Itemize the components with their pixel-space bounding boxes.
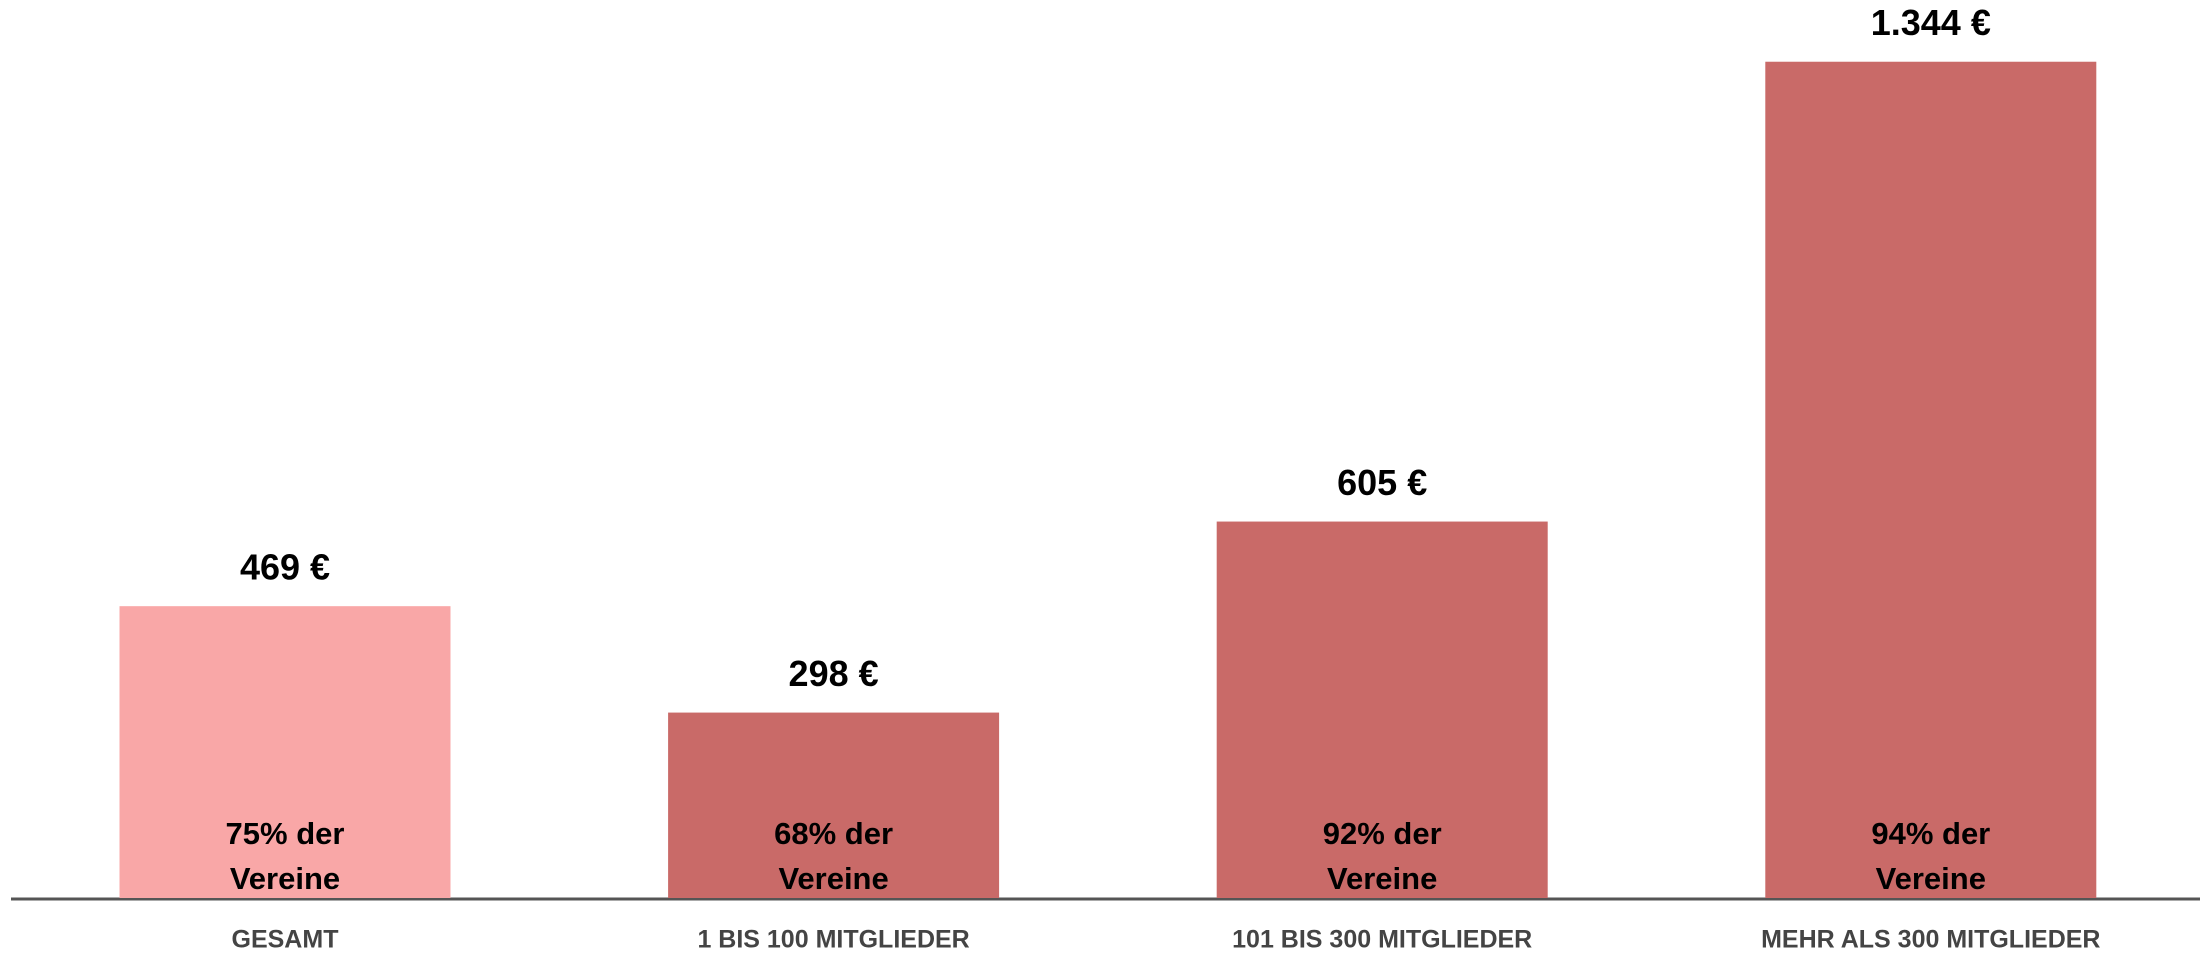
bar <box>119 606 451 898</box>
bar-note: Vereine <box>1876 861 1986 896</box>
bar-note: 92% der <box>1323 816 1442 851</box>
bar <box>1216 521 1548 898</box>
value-label: 1.344 € <box>1871 2 1991 43</box>
bar-note: 68% der <box>774 816 893 851</box>
x-tick-label: MEHR ALS 300 MITGLIEDER <box>1761 926 2100 954</box>
bar <box>1765 61 2097 898</box>
value-label: 298 € <box>789 653 879 694</box>
value-label: 469 € <box>240 547 330 588</box>
bar-note: Vereine <box>1327 861 1437 896</box>
bar-note: Vereine <box>230 861 340 896</box>
bar <box>668 712 1000 898</box>
x-tick-label: 1 BIS 100 MITGLIEDER <box>697 926 969 954</box>
bar-note: 75% der <box>226 816 345 851</box>
x-tick-label: 101 BIS 300 MITGLIEDER <box>1232 926 1532 954</box>
bar-note: 94% der <box>1871 816 1990 851</box>
value-label: 605 € <box>1337 462 1427 503</box>
x-tick-label: GESAMT <box>232 926 339 954</box>
bar-note: Vereine <box>778 861 888 896</box>
